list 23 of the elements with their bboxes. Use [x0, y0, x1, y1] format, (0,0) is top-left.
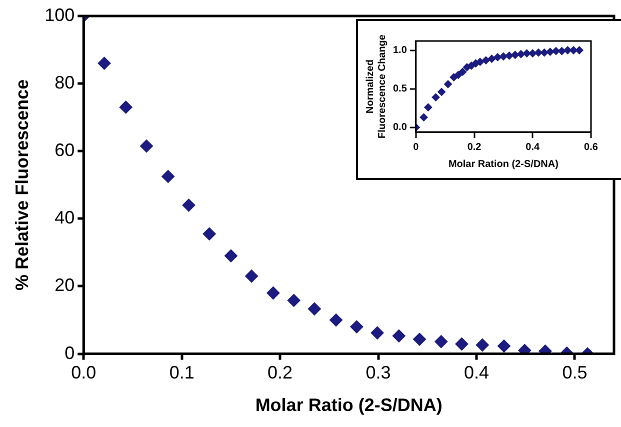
y-tick-label: 60 — [54, 140, 75, 160]
x-tick-label: 0.4 — [526, 142, 540, 153]
y-tick-label: 0.5 — [392, 84, 408, 95]
x-tick-label: 0.0 — [71, 362, 96, 383]
y-axis-title: % Relative Fluorescence — [12, 79, 32, 290]
y-tick-label: 1.0 — [392, 45, 408, 56]
x-tick-label: 0 — [413, 142, 420, 153]
x-tick-label: 0.5 — [562, 362, 588, 383]
x-axis-title: Molar Ratio (2-S/DNA) — [255, 395, 442, 416]
y-tick-label: 20 — [54, 275, 75, 296]
y-axis-title: Normalized Fluorescence Change — [364, 34, 388, 138]
y-tick-label: 0.0 — [392, 122, 408, 134]
x-tick-label: 0.2 — [268, 362, 293, 383]
x-tick-label: 0.4 — [464, 362, 490, 383]
x-tick-label: 0.1 — [169, 362, 194, 383]
y-tick-label: 0 — [64, 342, 75, 363]
x-tick-label: 0.3 — [366, 362, 391, 383]
y-tick-label: 40 — [54, 208, 75, 228]
y-tick-label: 100 — [44, 4, 75, 25]
y-tick-label: 80 — [54, 72, 75, 93]
x-tick-label: 0.2 — [467, 142, 482, 153]
x-tick-label: 0.6 — [584, 142, 598, 153]
x-axis-title: Molar Ration (2-S/DNA) — [448, 158, 558, 170]
